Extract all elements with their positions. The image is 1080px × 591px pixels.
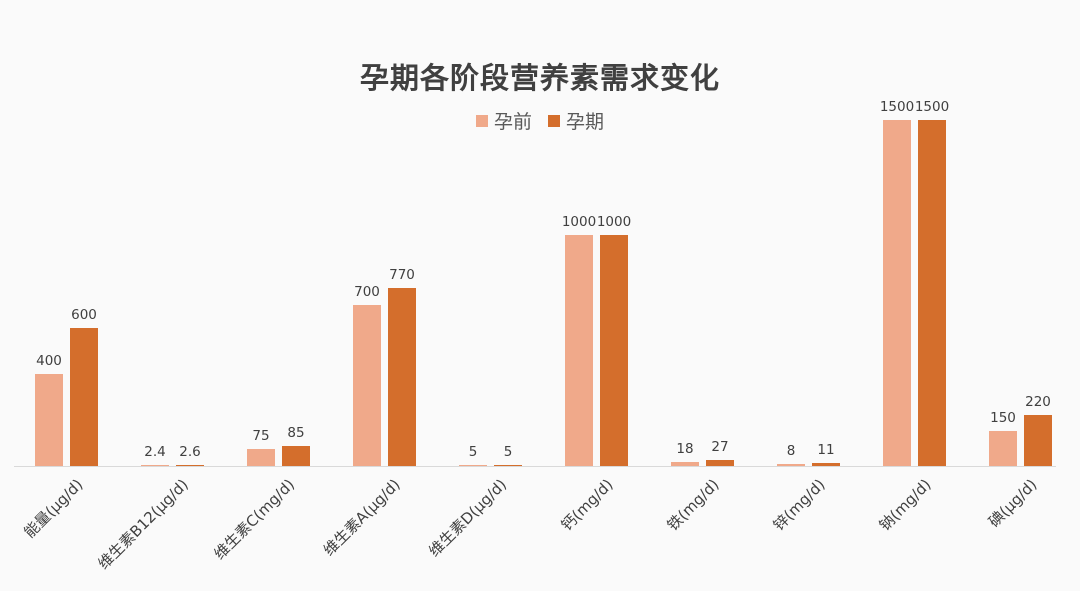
data-label: 8: [786, 443, 796, 460]
x-tick-label: 维生素D(μg/d): [425, 475, 511, 561]
x-tick-label: 碘(μg/d): [985, 475, 1041, 531]
bar: [35, 373, 63, 466]
data-label: 27: [711, 438, 729, 455]
legend-label: 孕前: [493, 111, 532, 133]
bar: [671, 461, 699, 466]
bar: [353, 304, 381, 466]
x-tick-label: 能量(μg/d): [20, 475, 87, 542]
data-label: 85: [287, 425, 305, 442]
data-label: 770: [389, 267, 415, 284]
bar: [70, 327, 98, 466]
legend-item-during: 孕期: [548, 107, 604, 134]
x-tick-label: 铁(mg/d): [663, 475, 723, 535]
bar: [1024, 415, 1052, 466]
data-label: 1000: [596, 214, 632, 231]
bar: [459, 464, 487, 466]
bar: [918, 120, 946, 466]
x-tick-label: 锌(mg/d): [769, 475, 829, 535]
bar: [883, 120, 911, 466]
data-label: 1500: [879, 99, 915, 115]
data-label: 1500: [914, 99, 950, 115]
bar: [282, 446, 310, 466]
data-label: 75: [252, 427, 270, 444]
bar: [176, 465, 204, 466]
data-label: 600: [71, 306, 97, 323]
data-label: 1000: [561, 214, 597, 231]
bar: [600, 235, 628, 466]
bar: [812, 463, 840, 466]
data-label: 220: [1025, 394, 1051, 411]
legend-label: 孕期: [566, 111, 605, 133]
x-tick-label: 钠(mg/d): [875, 475, 935, 535]
legend-swatch-icon: [548, 114, 560, 127]
chart-title: 孕期各阶段营养素需求变化: [359, 61, 720, 95]
data-label: 18: [676, 440, 694, 457]
bar: [565, 235, 593, 466]
bar: [777, 464, 805, 466]
x-tick-label: 维生素C(mg/d): [210, 475, 299, 564]
legend-item-before: 孕前: [475, 107, 532, 134]
x-tick-label: 维生素A(μg/d): [319, 475, 404, 560]
data-label: 2.6: [179, 444, 201, 460]
data-label: 11: [817, 442, 835, 459]
bar: [989, 431, 1017, 466]
bar: [388, 288, 416, 466]
data-label: 5: [468, 443, 478, 460]
x-tick-label: 钙(mg/d): [557, 475, 617, 535]
bar: [141, 465, 169, 466]
data-label: 700: [354, 283, 380, 300]
bar: [494, 464, 522, 466]
legend: 孕前 孕期: [0, 107, 1080, 134]
data-label: 400: [36, 352, 62, 369]
bar: [706, 459, 734, 466]
legend-swatch-icon: [475, 114, 488, 127]
data-label: 2.4: [144, 444, 166, 460]
x-axis-line: [14, 466, 1056, 467]
data-label: 150: [990, 410, 1016, 427]
x-tick-label: 维生素B12(μg/d): [94, 475, 192, 573]
bar: [247, 448, 275, 466]
data-label: 5: [503, 443, 513, 460]
